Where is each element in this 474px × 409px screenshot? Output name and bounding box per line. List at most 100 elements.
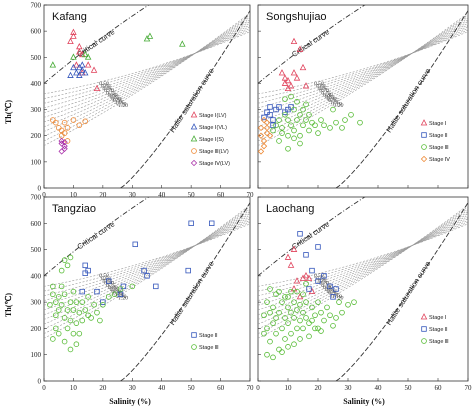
data-point xyxy=(76,330,83,337)
isoline-label: 1.10 xyxy=(332,101,342,107)
data-point xyxy=(290,245,298,252)
density-isoline xyxy=(44,24,250,113)
data-point xyxy=(303,315,309,321)
isoline-label: 0.60 xyxy=(101,83,111,89)
data-point xyxy=(339,309,345,316)
data-point xyxy=(285,304,291,311)
data-point xyxy=(339,125,345,131)
data-point xyxy=(76,48,83,55)
legend-label: Stage Ⅲ xyxy=(199,345,219,351)
x-tick-label: 30 xyxy=(129,191,137,199)
data-point xyxy=(315,130,321,136)
density-isoline xyxy=(44,211,250,320)
data-point xyxy=(270,304,276,311)
data-point xyxy=(263,124,271,132)
density-isoline xyxy=(258,208,468,330)
x-tick-label: 10 xyxy=(70,384,78,392)
data-point xyxy=(297,132,303,139)
data-point xyxy=(333,119,339,126)
x-tick-label: 60 xyxy=(435,384,443,392)
data-point xyxy=(312,325,318,332)
legend-label: Stage Ⅰ xyxy=(429,315,447,321)
density-isoline xyxy=(258,213,468,316)
data-point xyxy=(79,299,86,305)
data-point xyxy=(67,346,74,353)
y-tick-label: 400 xyxy=(31,272,42,280)
data-point xyxy=(276,117,282,123)
data-point xyxy=(333,315,339,321)
data-point xyxy=(84,53,92,60)
isoline-label: 0.80 xyxy=(108,93,118,99)
density-isoline xyxy=(258,21,468,123)
legend-marker xyxy=(190,111,198,118)
panel-title: Tangziao xyxy=(52,203,96,215)
data-point xyxy=(302,271,310,279)
legend-label: Stage Ⅳ xyxy=(429,157,451,163)
data-point xyxy=(264,351,270,358)
data-point xyxy=(297,301,303,308)
data-point xyxy=(270,320,276,326)
density-isoline xyxy=(44,29,250,99)
isoline-label: 0.75 xyxy=(106,90,116,96)
data-point xyxy=(327,312,333,319)
legend-label: Stage Ⅲ xyxy=(429,145,449,151)
density-isoline xyxy=(44,216,250,306)
data-point xyxy=(270,354,276,361)
legend-marker xyxy=(421,326,427,332)
y-tick-label: 600 xyxy=(31,220,42,228)
data-point xyxy=(76,122,83,129)
data-point xyxy=(281,74,289,81)
x-tick-label: 70 xyxy=(465,384,473,392)
density-isoline xyxy=(44,221,250,292)
y-tick-label: 500 xyxy=(31,54,42,62)
data-point xyxy=(288,309,294,316)
data-point xyxy=(70,63,77,71)
panel-tangziao: 0.500.600.650.700.750.800.850.900.951.05… xyxy=(31,194,255,393)
data-point xyxy=(97,317,103,324)
data-point xyxy=(302,82,310,89)
isoline-label: 0.80 xyxy=(323,93,333,99)
data-point xyxy=(143,35,151,42)
data-point xyxy=(188,220,194,226)
data-point xyxy=(73,320,80,326)
data-point xyxy=(285,145,291,152)
critical-curve xyxy=(44,197,150,277)
isoline-label: 0.65 xyxy=(103,278,113,284)
data-point xyxy=(299,63,307,71)
panel-laochang: 0.500.600.650.700.750.800.850.900.951.05… xyxy=(256,196,473,392)
data-point xyxy=(285,132,291,139)
data-point xyxy=(306,286,312,292)
data-point xyxy=(94,309,100,316)
legend-label: Stage Ⅰ(S) xyxy=(199,137,224,143)
data-point xyxy=(179,40,186,47)
data-point xyxy=(52,312,59,319)
isoline-label: 0.70 xyxy=(319,281,329,287)
density-isoline xyxy=(258,204,468,339)
data-point xyxy=(257,148,265,155)
halite-saturation-curve xyxy=(120,201,250,381)
data-point xyxy=(257,132,265,139)
y-tick-label: 600 xyxy=(31,28,42,36)
data-point xyxy=(73,341,80,348)
data-point xyxy=(185,267,191,274)
data-point xyxy=(291,315,297,321)
data-point xyxy=(52,119,59,126)
density-isoline xyxy=(44,22,250,118)
data-point xyxy=(279,125,285,131)
data-point xyxy=(117,291,124,297)
data-point xyxy=(309,304,315,311)
data-point xyxy=(78,66,86,73)
legend-marker xyxy=(421,338,427,344)
data-point xyxy=(330,322,336,329)
isoline-label: 0.75 xyxy=(321,90,331,96)
legend-label: Stage Ⅰ(VL) xyxy=(199,125,227,131)
density-isoline xyxy=(44,31,250,95)
data-point xyxy=(61,338,68,345)
data-point xyxy=(266,132,274,139)
data-point xyxy=(67,71,74,78)
data-point xyxy=(55,307,62,313)
data-point xyxy=(273,330,279,337)
data-point xyxy=(100,299,106,305)
data-point xyxy=(273,315,279,321)
data-point xyxy=(357,119,363,126)
